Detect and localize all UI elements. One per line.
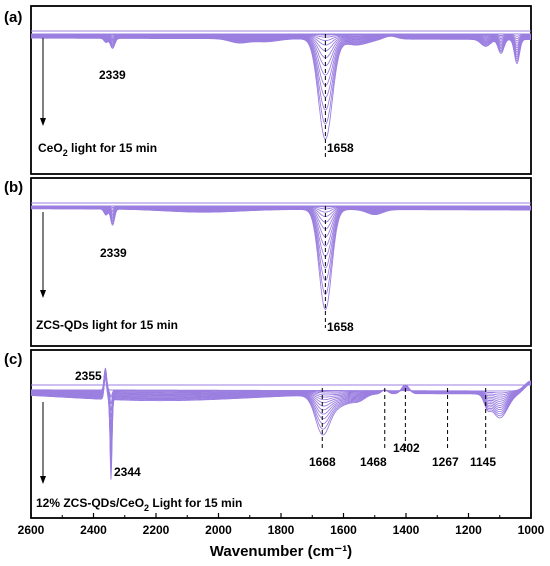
x-tick-label-1800: 1800: [268, 523, 295, 537]
panel-c-arrow-head: [40, 476, 46, 484]
x-tick-label-1600: 1600: [330, 523, 357, 537]
panel-a-spectra: [31, 30, 531, 140]
panel-b-condition: ZCS-QDs light for 15 min: [36, 318, 178, 332]
panel-a-condition: CeO2 light for 15 min: [38, 141, 157, 158]
panel-c-peak-1402: 1402: [393, 441, 420, 455]
x-tick-label-2200: 2200: [143, 523, 170, 537]
x-tick-label-2000: 2000: [205, 523, 232, 537]
x-axis-title: Wavenumber (cm⁻¹): [210, 543, 352, 560]
x-tick-label-2400: 2400: [80, 523, 107, 537]
panel-b-condition-text: ZCS-QDs light for 15 min: [36, 318, 178, 332]
panel-a-frame: [30, 5, 532, 175]
panel-b-spectrum-14: [31, 208, 531, 311]
panel-a-spectrum-14: [31, 35, 531, 140]
panel-c-spectrum-11: [31, 375, 532, 459]
panel-a-condition-text: CeO: [38, 141, 63, 155]
panel-c-condition: 12% ZCS-QDs/CeO2 Light for 15 min: [36, 496, 242, 513]
panel-a-spectrum-11: [31, 35, 531, 98]
panel-c-spectra: [30, 367, 532, 480]
panel-c-peak-1145: 1145: [470, 455, 496, 469]
panel-c-peak-2344: 2344: [114, 465, 141, 479]
panel-c-condition-suffix: Light for 15 min: [149, 496, 242, 510]
x-tick-label-2600: 2600: [18, 523, 45, 537]
panel-b-peak-1658: 1658: [327, 320, 354, 334]
x-tick-label-1400: 1400: [393, 523, 420, 537]
x-tick-label-1000: 1000: [518, 523, 545, 537]
panel-b-letter: (b): [4, 179, 23, 196]
panel-c-peak-1267: 1267: [432, 455, 459, 469]
x-axis: 2600 2400 2200 2000 1800 1600 1400 1200 1000: [18, 513, 545, 537]
panel-c-condition-sub: 2: [144, 503, 149, 513]
panel-b-spectrum-12: [31, 207, 531, 282]
panel-c: (c) 2355 2344 1668 1468 1402 1267 1145 1…: [4, 349, 532, 519]
panel-b: (b) 2339 1658 ZCS-QDs light for 15 min: [4, 177, 532, 347]
panel-b-spectra: [31, 202, 531, 311]
panel-c-peak-1468: 1468: [360, 455, 387, 469]
x-tick-label-1200: 1200: [455, 523, 482, 537]
panel-a-condition-suffix: light for 15 min: [68, 141, 157, 155]
panel-c-peak-1668: 1668: [309, 455, 336, 469]
panel-b-arrow-head: [40, 290, 46, 298]
panel-b-peak-2339: 2339: [100, 246, 127, 260]
panel-c-condition-text: 12% ZCS-QDs/CeO: [36, 496, 144, 510]
panel-c-peak-2355: 2355: [75, 369, 102, 383]
panel-b-frame: [30, 177, 532, 347]
panel-a: (a) 2339 1658 CeO2 light for 15 min: [4, 5, 532, 175]
panel-c-spectrum-14: [31, 377, 532, 480]
panel-c-dashed-markers: [321, 388, 487, 448]
panel-a-condition-sub: 2: [63, 148, 68, 158]
panel-c-letter: (c): [4, 351, 22, 368]
panel-c-spectrum-10: [30, 374, 531, 453]
panel-a-peak-2339: 2339: [99, 68, 126, 82]
panel-a-letter: (a): [4, 9, 22, 26]
panel-a-arrow-head: [40, 118, 46, 126]
panel-c-spectrum-12: [31, 375, 532, 466]
panel-a-peak-1658: 1658: [327, 141, 354, 155]
